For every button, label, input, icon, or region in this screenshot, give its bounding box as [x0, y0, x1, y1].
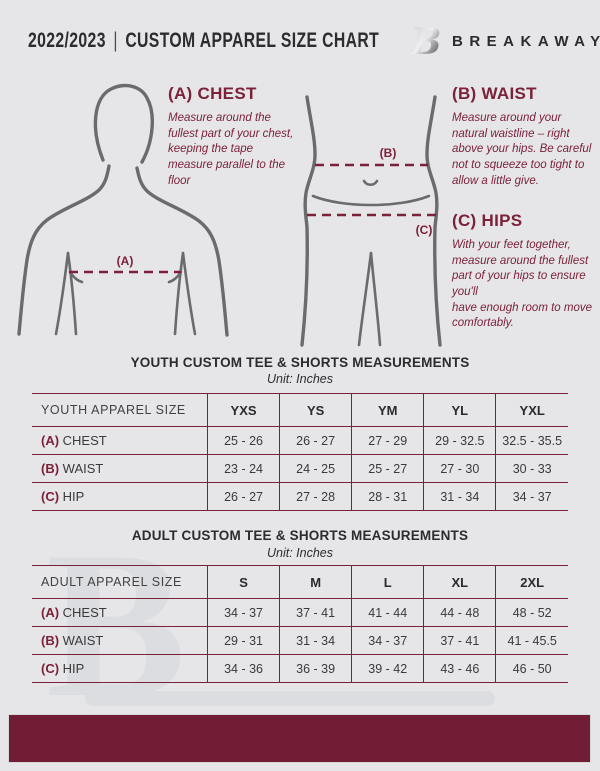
breakaway-logo-icon: B	[401, 21, 441, 63]
measurement-label: (A) CHEST	[32, 598, 208, 627]
chest-instruction: (A) CHEST Measure around the fullest par…	[168, 84, 300, 189]
measurement-letter: (A)	[41, 433, 60, 448]
size-col-header: L	[351, 565, 424, 599]
measurement-letter: (A)	[41, 605, 60, 620]
size-row-header: YOUTH APPAREL SIZE	[32, 393, 208, 427]
measurement-value: 25 - 27	[351, 454, 424, 483]
season-label: 2022/2023	[28, 29, 106, 52]
youth-size-table: YOUTH APPAREL SIZE YXS YS YM YL YXL (A) CHEST 2…	[32, 393, 568, 511]
measurement-value: 29 - 31	[206, 626, 280, 655]
measurement-value: 31 - 34	[423, 482, 496, 511]
measurement-value: 25 - 26	[206, 426, 280, 455]
size-col-header: 2XL	[495, 565, 568, 599]
waist-instruction: (B) WAIST Measure around your natural wa…	[452, 84, 594, 189]
hips-instruction: (C) HIPS With your feet together, measur…	[452, 211, 599, 332]
watermark-slash	[85, 691, 495, 706]
measurement-value: 48 - 52	[495, 598, 568, 627]
measurement-label: (A) CHEST	[32, 426, 208, 455]
table-row: (A) CHEST 25 - 26 26 - 27 27 - 29 29 - 32.5 3…	[32, 426, 568, 455]
measurement-label: (B) WAIST	[32, 626, 208, 655]
brand-name: BREAKAWAY	[452, 33, 600, 50]
table-row: (C) HIP 34 - 36 36 - 39 39 - 42 43 - 46 46 - …	[32, 654, 568, 683]
size-col-header: XL	[423, 565, 496, 599]
chest-instruction-body: Measure around the fullest part of your …	[168, 112, 294, 187]
measurement-value: 39 - 42	[351, 654, 424, 683]
measurement-value: 34 - 36	[206, 654, 280, 683]
measurement-value: 37 - 41	[279, 598, 352, 627]
measurement-label: (C) HIP	[32, 482, 208, 511]
hips-instruction-heading: (C) HIPS	[452, 211, 523, 230]
page-title: 2022/2023 | CUSTOM APPAREL SIZE CHART	[28, 29, 379, 53]
measurement-letter: (C)	[41, 489, 60, 504]
measurement-value: 31 - 34	[279, 626, 352, 655]
measurement-label: (C) HIP	[32, 654, 208, 683]
measurement-value: 28 - 31	[351, 482, 424, 511]
measurement-value: 26 - 27	[279, 426, 352, 455]
youth-table-unit: Unit: Inches	[266, 372, 333, 386]
chart-title: CUSTOM APPAREL SIZE CHART	[125, 29, 380, 52]
hips-line-label: (C)	[416, 223, 433, 237]
measurement-value: 26 - 27	[206, 482, 280, 511]
chest-line-label: (A)	[117, 254, 134, 268]
measurement-letter: (C)	[41, 661, 60, 676]
size-col-header: M	[279, 565, 352, 599]
measurement-label: (B) WAIST	[32, 454, 208, 483]
waist-line-label: (B)	[380, 146, 397, 160]
measurement-value: 34 - 37	[206, 598, 280, 627]
size-row-header: ADULT APPAREL SIZE	[32, 565, 208, 599]
table-row: (A) CHEST 34 - 37 37 - 41 41 - 44 44 - 48 48 …	[32, 598, 568, 627]
adult-size-table: ADULT APPAREL SIZE S M L XL 2XL (A) CHEST 34 - …	[32, 565, 568, 683]
measurement-value: 46 - 50	[495, 654, 568, 683]
adult-table-unit: Unit: Inches	[266, 546, 333, 560]
bottom-accent-band	[8, 714, 591, 763]
measurement-value: 24 - 25	[279, 454, 352, 483]
measurement-value: 29 - 32.5	[423, 426, 496, 455]
waist-instruction-heading: (B) WAIST	[452, 84, 537, 103]
measurement-value: 27 - 30	[423, 454, 496, 483]
measurement-value: 36 - 39	[279, 654, 352, 683]
size-col-header: YM	[351, 393, 424, 427]
measurement-value: 37 - 41	[423, 626, 496, 655]
title-divider: |	[113, 29, 118, 52]
size-col-header: YS	[279, 393, 352, 427]
measurement-letter: (B)	[41, 633, 60, 648]
measurement-value: 44 - 48	[423, 598, 496, 627]
size-col-header: YXL	[495, 393, 568, 427]
measurement-value: 41 - 45.5	[495, 626, 568, 655]
measurement-letter: (B)	[41, 461, 60, 476]
youth-table-title: YOUTH CUSTOM TEE & SHORTS MEASUREMENTS	[130, 355, 470, 370]
table-row: (B) WAIST 23 - 24 24 - 25 25 - 27 27 - 30 30 …	[32, 454, 568, 483]
measurement-value: 34 - 37	[495, 482, 568, 511]
measurement-value: 43 - 46	[423, 654, 496, 683]
adult-table-title: ADULT CUSTOM TEE & SHORTS MEASUREMENTS	[131, 528, 469, 543]
size-col-header: YXS	[206, 393, 280, 427]
lower-body-figure: (B) (C)	[300, 95, 442, 347]
waist-instruction-body: Measure around your natural waistline – …	[452, 112, 592, 187]
size-col-header: YL	[423, 393, 496, 427]
table-row: (B) WAIST 29 - 31 31 - 34 34 - 37 37 - 41 41 …	[32, 626, 568, 655]
upper-body-figure: (A)	[17, 83, 229, 337]
measurement-value: 30 - 33	[495, 454, 568, 483]
measurement-value: 41 - 44	[351, 598, 424, 627]
measurement-value: 23 - 24	[206, 454, 280, 483]
measurement-value: 27 - 28	[279, 482, 352, 511]
measurement-value: 32.5 - 35.5	[495, 426, 568, 455]
hips-instruction-body: With your feet together, measure around …	[452, 239, 593, 330]
chest-instruction-heading: (A) CHEST	[168, 84, 257, 103]
table-row: (C) HIP 26 - 27 27 - 28 28 - 31 31 - 34 34 - …	[32, 482, 568, 511]
size-col-header: S	[206, 565, 280, 599]
measurement-value: 34 - 37	[351, 626, 424, 655]
measurement-value: 27 - 29	[351, 426, 424, 455]
